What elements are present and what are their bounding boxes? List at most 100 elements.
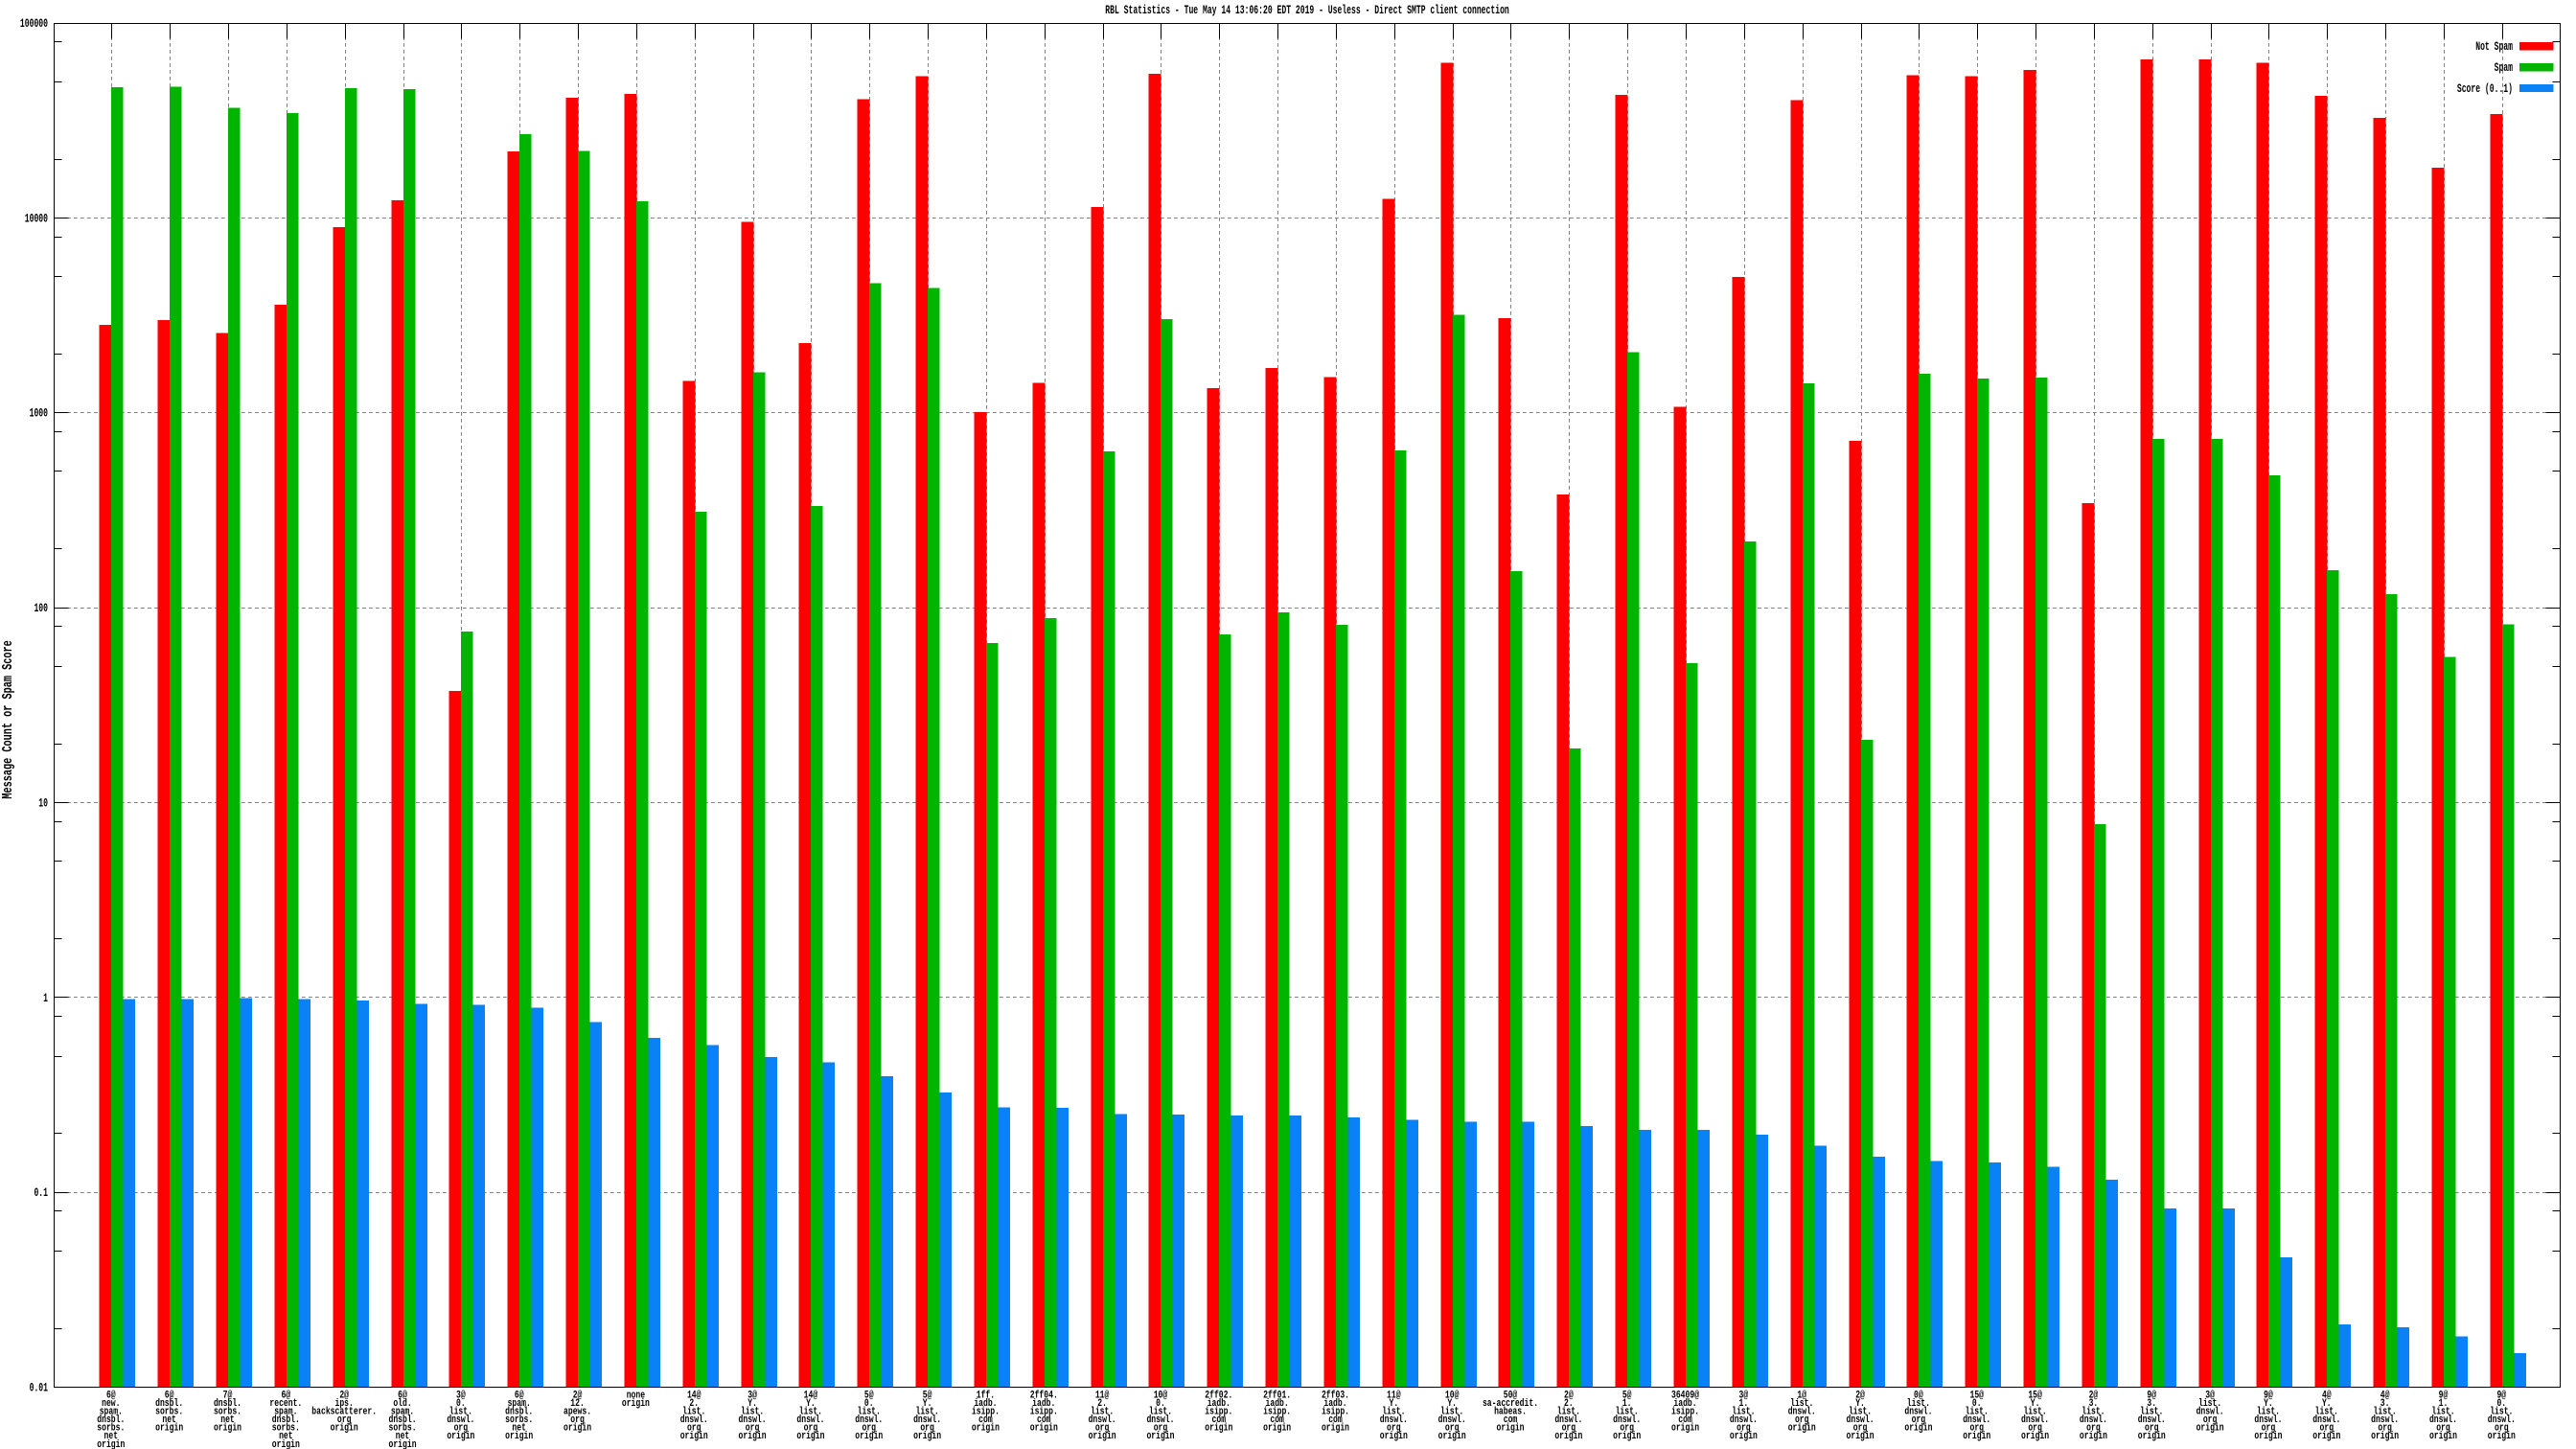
svg-text:dnswl.: dnswl. <box>2021 1414 2049 1425</box>
svg-text:list.: list. <box>799 1405 822 1416</box>
svg-text:1ff.: 1ff. <box>977 1389 995 1400</box>
svg-text:list.: list. <box>2257 1405 2280 1416</box>
svg-text:list.: list. <box>1966 1405 1989 1416</box>
svg-text:net: net <box>512 1422 526 1434</box>
svg-text:iadb.: iadb. <box>974 1397 997 1409</box>
svg-text:2@: 2@ <box>2089 1389 2099 1400</box>
svg-text:origin: origin <box>2312 1430 2340 1441</box>
svg-text:origin: origin <box>1788 1422 1816 1434</box>
svg-text:dnswl.: dnswl. <box>2254 1414 2282 1425</box>
svg-text:dnswl.: dnswl. <box>2080 1414 2107 1425</box>
svg-text:org: org <box>2203 1414 2218 1425</box>
svg-text:origin: origin <box>1146 1430 1174 1441</box>
svg-text:dnswl.: dnswl. <box>855 1414 883 1425</box>
svg-text:origin: origin <box>388 1438 416 1449</box>
svg-text:RBL Statistics - Tue May 14 13: RBL Statistics - Tue May 14 13:06:20 EDT… <box>1105 4 1509 17</box>
svg-text:iadb.: iadb. <box>1266 1397 1289 1409</box>
svg-text:Y.: Y. <box>1389 1397 1398 1409</box>
svg-text:dnsbl.: dnsbl. <box>388 1414 416 1425</box>
svg-text:origin: origin <box>1730 1430 1758 1441</box>
svg-text:org: org <box>337 1414 352 1425</box>
svg-text:list.: list. <box>2374 1405 2397 1416</box>
svg-text:origin: origin <box>796 1430 824 1441</box>
svg-text:Score (0..1): Score (0..1) <box>2457 82 2513 96</box>
svg-text:org: org <box>687 1422 702 1434</box>
svg-text:list.: list. <box>2315 1405 2338 1416</box>
svg-text:2ff01.: 2ff01. <box>1263 1389 1291 1400</box>
svg-text:0.1: 0.1 <box>34 1187 48 1201</box>
svg-text:10: 10 <box>38 797 48 811</box>
svg-text:6@: 6@ <box>106 1389 116 1400</box>
svg-text:org: org <box>1387 1422 1401 1434</box>
svg-text:dnswl.: dnswl. <box>1847 1414 1874 1425</box>
svg-text:dnswl.: dnswl. <box>1904 1405 1932 1416</box>
svg-text:list.: list. <box>2023 1405 2046 1416</box>
svg-text:origin: origin <box>1554 1430 1582 1441</box>
svg-text:origin: origin <box>2021 1430 2049 1441</box>
svg-text:isipp.: isipp. <box>972 1405 1000 1416</box>
svg-text:dnswl.: dnswl. <box>2488 1414 2516 1425</box>
svg-text:2ff04.: 2ff04. <box>1030 1389 1058 1400</box>
svg-text:list.: list. <box>915 1405 938 1416</box>
svg-text:org: org <box>2495 1422 2509 1434</box>
svg-text:list.: list. <box>2198 1397 2221 1409</box>
svg-text:org: org <box>2320 1422 2334 1434</box>
svg-text:list.: list. <box>1907 1397 1930 1409</box>
svg-text:3@: 3@ <box>2205 1389 2215 1400</box>
svg-text:origin: origin <box>1613 1430 1641 1441</box>
svg-text:isipp.: isipp. <box>1263 1405 1291 1416</box>
svg-text:list.: list. <box>1732 1405 1755 1416</box>
svg-text:7@: 7@ <box>223 1389 233 1400</box>
svg-text:list.: list. <box>858 1405 881 1416</box>
svg-text:dnswl.: dnswl. <box>1438 1414 1466 1425</box>
svg-text:list.: list. <box>1790 1397 1813 1409</box>
svg-text:iadb.: iadb. <box>1323 1397 1346 1409</box>
svg-text:dnswl.: dnswl. <box>2429 1414 2457 1425</box>
svg-text:origin: origin <box>855 1430 883 1441</box>
svg-text:isipp.: isipp. <box>1205 1405 1232 1416</box>
svg-text:origin: origin <box>1847 1430 1874 1441</box>
svg-text:org: org <box>2378 1422 2392 1434</box>
svg-text:list.: list. <box>1382 1405 1405 1416</box>
svg-text:iadb.: iadb. <box>1208 1397 1230 1409</box>
svg-text:0.: 0. <box>1972 1397 1982 1409</box>
svg-text:0.: 0. <box>2496 1397 2506 1409</box>
svg-text:org: org <box>920 1422 934 1434</box>
svg-text:origin: origin <box>505 1430 533 1441</box>
svg-text:old.: old. <box>393 1397 411 1409</box>
svg-text:dnswl.: dnswl. <box>2312 1414 2340 1425</box>
svg-text:4@: 4@ <box>2322 1389 2332 1400</box>
svg-text:100: 100 <box>34 602 48 615</box>
svg-text:11@: 11@ <box>1095 1389 1110 1400</box>
svg-text:org: org <box>1795 1414 1809 1425</box>
svg-text:origin: origin <box>972 1422 1000 1434</box>
svg-text:origin: origin <box>2254 1430 2282 1441</box>
svg-text:9@: 9@ <box>2264 1389 2273 1400</box>
svg-text:org: org <box>570 1414 585 1425</box>
svg-text:2.: 2. <box>1564 1397 1574 1409</box>
svg-text:list.: list. <box>1440 1405 1463 1416</box>
svg-text:5@: 5@ <box>923 1389 932 1400</box>
svg-text:dnswl.: dnswl. <box>1963 1414 1990 1425</box>
svg-text:org: org <box>1912 1414 1926 1425</box>
svg-text:origin: origin <box>1904 1422 1932 1434</box>
svg-text:origin: origin <box>331 1422 358 1434</box>
svg-text:Y.: Y. <box>806 1397 816 1409</box>
svg-text:list.: list. <box>2490 1405 2513 1416</box>
svg-text:100000: 100000 <box>20 17 48 31</box>
svg-text:origin: origin <box>680 1430 708 1441</box>
svg-text:list.: list. <box>741 1405 764 1416</box>
svg-text:org: org <box>1154 1422 1168 1434</box>
svg-text:org: org <box>2262 1422 2276 1434</box>
svg-text:dnswl.: dnswl. <box>1788 1405 1816 1416</box>
svg-text:9@: 9@ <box>2439 1389 2449 1400</box>
svg-text:list.: list. <box>2082 1405 2104 1416</box>
svg-text:com: com <box>1212 1414 1227 1425</box>
svg-text:origin: origin <box>1671 1422 1699 1434</box>
svg-text:origin: origin <box>97 1438 125 1449</box>
svg-text:origin: origin <box>2080 1430 2107 1441</box>
svg-text:list.: list. <box>1849 1405 1872 1416</box>
svg-text:dnsbl.: dnsbl. <box>214 1397 242 1409</box>
svg-text:Y.: Y. <box>2322 1397 2332 1409</box>
svg-text:dnswl.: dnswl. <box>2371 1414 2399 1425</box>
